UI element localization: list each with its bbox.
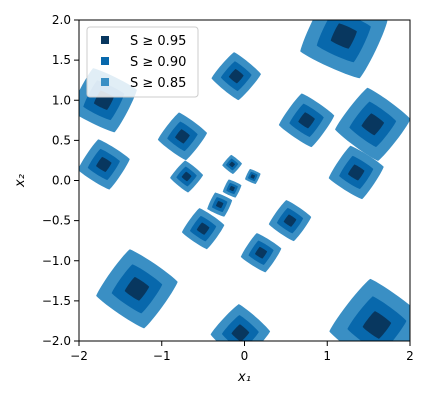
- y-axis: −2.0 −1.5 −1.0 −0.5 0.0 0.5 1.0 1.5 2.0: [42, 13, 79, 348]
- contour-region: [229, 185, 235, 192]
- y-tick-label: −2.0: [42, 334, 71, 348]
- contour-region: [181, 171, 192, 182]
- contour-region: [96, 156, 112, 172]
- contour-region: [228, 68, 244, 84]
- y-tick-label: 2.0: [52, 13, 71, 27]
- legend: S ≥ 0.95 S ≥ 0.90 S ≥ 0.85: [86, 26, 199, 98]
- legend-marker: [101, 57, 109, 65]
- contour-region: [231, 324, 250, 341]
- contour-region: [362, 311, 392, 339]
- y-tick-label: 1.0: [52, 93, 71, 107]
- y-tick-label: 0.5: [52, 133, 71, 147]
- contour-region: [254, 246, 268, 259]
- x-tick-label: −1: [153, 349, 171, 363]
- legend-marker: [101, 78, 109, 86]
- contour-level-2: [93, 23, 392, 341]
- y-tick-label: −1.0: [42, 254, 71, 268]
- x-tick-label: −2: [70, 349, 88, 363]
- legend-label: S ≥ 0.85: [130, 76, 186, 91]
- y-axis-label: x₂: [13, 174, 28, 188]
- legend-marker: [101, 36, 109, 44]
- contour-region: [250, 174, 256, 179]
- legend-box: [86, 26, 199, 98]
- contour-region: [298, 112, 315, 129]
- x-tick-label: 2: [406, 349, 414, 363]
- y-tick-label: 1.5: [52, 53, 71, 67]
- x-tick-label: 1: [323, 349, 331, 363]
- contour-region: [330, 23, 357, 49]
- x-axis: −2 −1 0 1 2: [70, 341, 414, 363]
- y-tick-label: 0.0: [52, 174, 71, 188]
- x-axis-label: x₁: [237, 370, 251, 385]
- legend-label: S ≥ 0.90: [130, 55, 186, 70]
- contour-region: [283, 214, 297, 227]
- y-tick-label: −0.5: [42, 214, 71, 228]
- contour-region: [175, 129, 190, 144]
- legend-label: S ≥ 0.95: [130, 34, 186, 49]
- x-tick-label: 0: [241, 349, 249, 363]
- contour-region: [361, 113, 385, 136]
- y-tick-label: −1.5: [42, 294, 71, 308]
- contour-region: [196, 222, 210, 235]
- contour-region: [124, 276, 150, 301]
- contour-layer: [79, 20, 410, 341]
- contour-region: [347, 164, 365, 181]
- contour-region: [215, 200, 224, 209]
- contour-region: [229, 161, 236, 168]
